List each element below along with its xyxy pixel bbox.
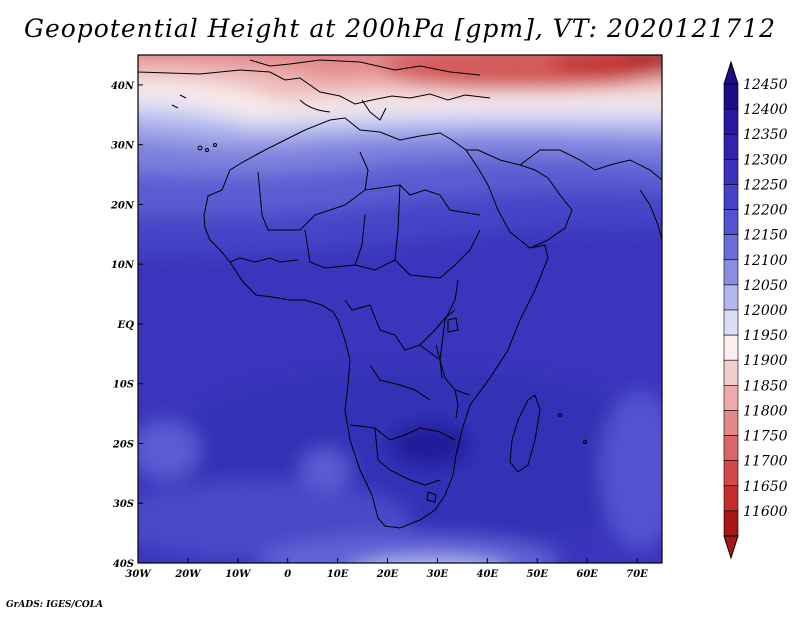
- lat-tick-label: EQ: [117, 320, 135, 331]
- lon-tick-label: 10E: [327, 569, 349, 580]
- colorbar-swatch: [723, 485, 739, 512]
- lat-tick-label: 10S: [113, 380, 134, 391]
- colorbar-swatch: [723, 435, 739, 461]
- map-title: Geopotential Height at 200hPa [gpm], VT:…: [23, 14, 777, 43]
- lat-tick-label: 30N: [111, 141, 135, 152]
- colorbar-swatch: [723, 209, 739, 235]
- lon-tick-label: 30W: [125, 569, 152, 580]
- height-field: [138, 55, 662, 563]
- colorbar-swatch: [723, 159, 739, 185]
- colorbar-level-label: 11900: [743, 353, 788, 369]
- lat-tick-label: 30S: [113, 499, 134, 510]
- colorbar-level-label: 12250: [743, 177, 788, 193]
- colorbar-level-label: 12350: [743, 127, 788, 143]
- latitude-axis: 40N 30N 20N 10N EQ 10S 20S 30S 40S: [110, 81, 143, 570]
- colorbar-swatch: [723, 385, 739, 411]
- longitude-axis: 30W 20W 10W 0 10E 20E 30E 40E 50E 60E 70E: [125, 558, 648, 580]
- lat-tick-label: 40N: [111, 81, 135, 92]
- colorbar-swatch: [723, 284, 739, 311]
- colorbar-swatch: [723, 83, 739, 110]
- colorbar-level-label: 12050: [743, 278, 788, 294]
- colorbar-level-label: 11850: [743, 378, 788, 394]
- colorbar-swatch: [723, 359, 739, 386]
- lat-tick-label: 40S: [113, 559, 134, 570]
- colorbar-swatch: [723, 309, 739, 336]
- lon-tick-label: 60E: [576, 569, 598, 580]
- colorbar-top-arrow: [723, 60, 739, 85]
- lon-tick-label: 0: [284, 569, 291, 580]
- colorbar-swatch: [723, 133, 739, 160]
- colorbar-level-label: 11650: [743, 479, 788, 495]
- colorbar-swatch: [723, 184, 739, 210]
- colorbar-level-label: 11700: [743, 454, 788, 470]
- colorbar-swatch: [723, 510, 739, 537]
- lon-tick-label: 70E: [626, 569, 648, 580]
- plot-frame: [137, 54, 663, 564]
- colorbar-level-label: 12400: [743, 102, 788, 118]
- colorbar-swatch: [723, 460, 739, 487]
- colorbar-swatch: [723, 234, 739, 261]
- colorbar-level-label: 12000: [743, 303, 788, 319]
- colorbar-bottom-arrow: [723, 535, 739, 560]
- colorbar-level-label: 11600: [743, 504, 788, 520]
- colorbar-level-label: 11750: [743, 429, 788, 445]
- lat-tick-label: 10N: [111, 260, 135, 271]
- lon-tick-label: 20W: [174, 569, 202, 580]
- colorbar-swatch: [723, 334, 739, 361]
- lon-tick-label: 30E: [427, 569, 449, 580]
- lon-tick-label: 10W: [225, 569, 252, 580]
- colorbar-level-label: 12100: [743, 253, 788, 269]
- coastlines: [138, 59, 662, 529]
- colorbar-level-label: 12450: [743, 77, 788, 93]
- colorbar-swatch: [723, 410, 739, 436]
- colorbar-level-label: 11950: [743, 328, 788, 344]
- colorbar-level-label: 11800: [743, 403, 788, 419]
- lon-tick-label: 40E: [477, 569, 499, 580]
- colorbar-level-label: 12300: [743, 152, 788, 168]
- colorbar-level-label: 12200: [743, 203, 788, 219]
- colorbar-swatch: [723, 259, 739, 286]
- lat-tick-label: 20S: [112, 439, 134, 450]
- colorbar-level-label: 12150: [743, 228, 788, 244]
- colorbar-swatch: [723, 108, 739, 135]
- lon-tick-label: 20E: [376, 569, 399, 580]
- lat-tick-label: 20N: [110, 200, 135, 211]
- colorbar: 12450 12400 12350 12300 12250 12200 12150 12100…: [723, 60, 788, 560]
- grads-credit: GrADS: IGES/COLA: [6, 600, 104, 610]
- lon-tick-label: 50E: [526, 569, 548, 580]
